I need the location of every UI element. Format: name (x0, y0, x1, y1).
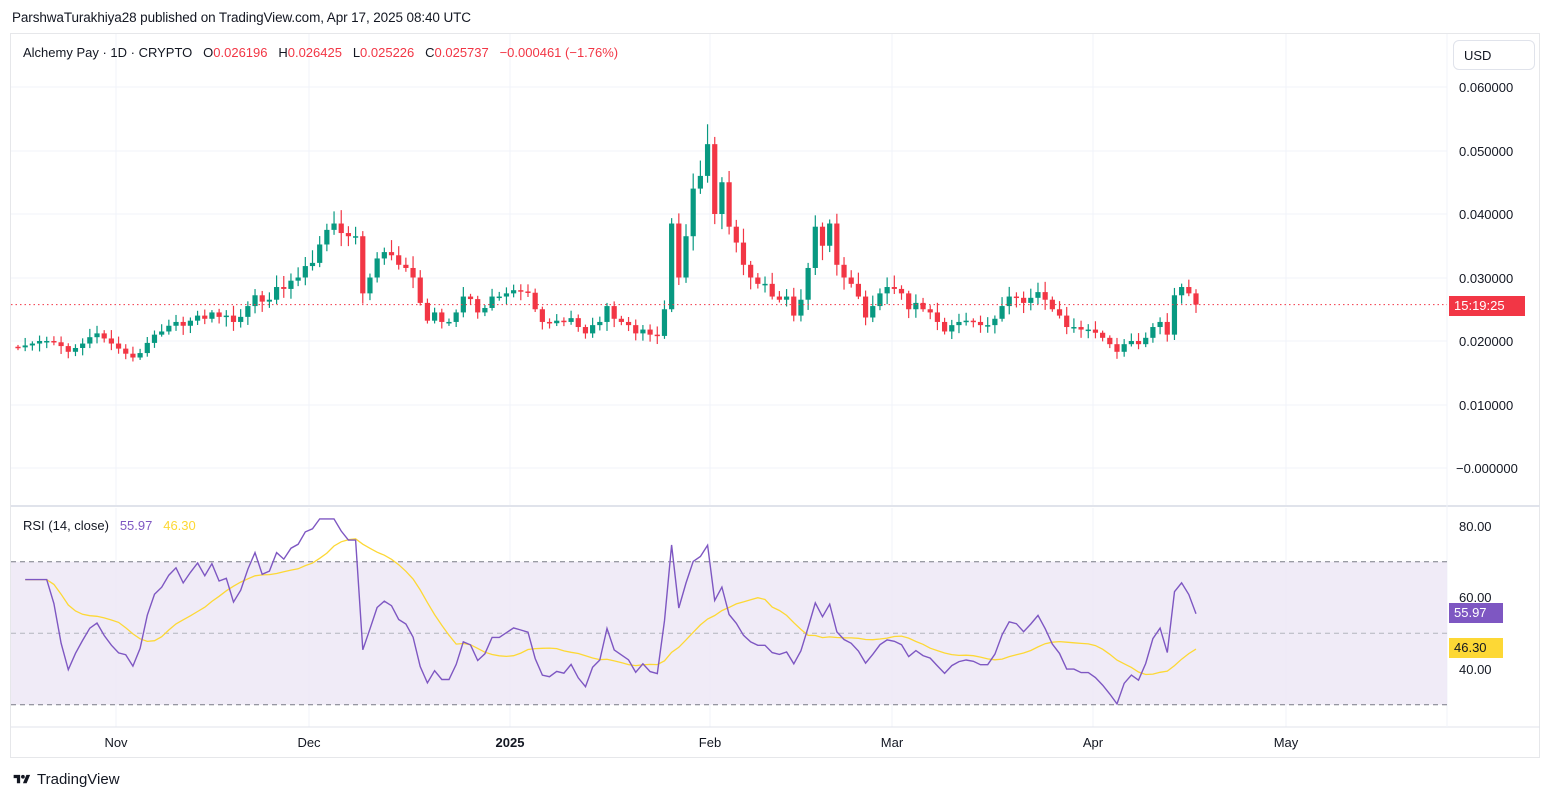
countdown-badge: 15:19:25 (1449, 296, 1525, 316)
price-tick: 0.050000 (1459, 144, 1514, 159)
rsi-label[interactable]: RSI (14, close) (23, 518, 109, 533)
currency-selector[interactable]: USD (1453, 40, 1535, 70)
symbol-name[interactable]: Alchemy Pay · 1D · CRYPTO (23, 45, 193, 60)
low-label: L (352, 45, 361, 60)
price-tick: 0.020000 (1459, 334, 1514, 349)
rsi-value-badge: 55.97 (1449, 603, 1503, 623)
tradingview-logo-icon (13, 774, 31, 784)
time-tick: Nov (104, 735, 128, 750)
low-value: 0.025226 (360, 45, 415, 60)
time-tick: May (1273, 735, 1299, 750)
rsi-tick: 40.00 (1459, 662, 1492, 677)
rsi-tick: 60.00 (1459, 590, 1492, 605)
rsi-legend: RSI (14, close) 55.97 46.30 (23, 518, 196, 533)
symbol-legend: Alchemy Pay · 1D · CRYPTO O0.026196 H0.0… (23, 45, 618, 60)
price-tick: 0.010000 (1459, 398, 1514, 413)
price-tick: 0.030000 (1459, 271, 1514, 286)
rsi-value: 55.97 (119, 518, 153, 533)
high-value: 0.026425 (287, 45, 342, 60)
price-tick: 0.060000 (1459, 80, 1514, 95)
brand-name: TradingView (37, 771, 120, 788)
open-value: 0.026196 (213, 45, 268, 60)
time-tick: Dec (297, 735, 321, 750)
change-value: −0.000461 (−1.76%) (499, 45, 619, 60)
time-tick: Feb (698, 735, 722, 750)
close-value: 0.025737 (434, 45, 489, 60)
chart-frame (10, 33, 1540, 758)
time-tick-year: 2025 (495, 735, 525, 750)
price-tick: −0.000000 (1456, 461, 1518, 476)
high-label: H (278, 45, 288, 60)
open-label: O (203, 45, 214, 60)
rsi-tick: 80.00 (1459, 519, 1492, 534)
price-tick: 0.040000 (1459, 207, 1514, 222)
rsi-ma-badge: 46.30 (1449, 638, 1503, 658)
rsi-ma-value: 46.30 (163, 518, 196, 533)
tradingview-logo[interactable]: TradingView (12, 771, 120, 788)
time-tick: Apr (1082, 735, 1104, 750)
time-tick: Mar (880, 735, 904, 750)
published-by-line: ParshwaTurakhiya28 published on TradingV… (12, 10, 471, 25)
close-label: C (425, 45, 435, 60)
